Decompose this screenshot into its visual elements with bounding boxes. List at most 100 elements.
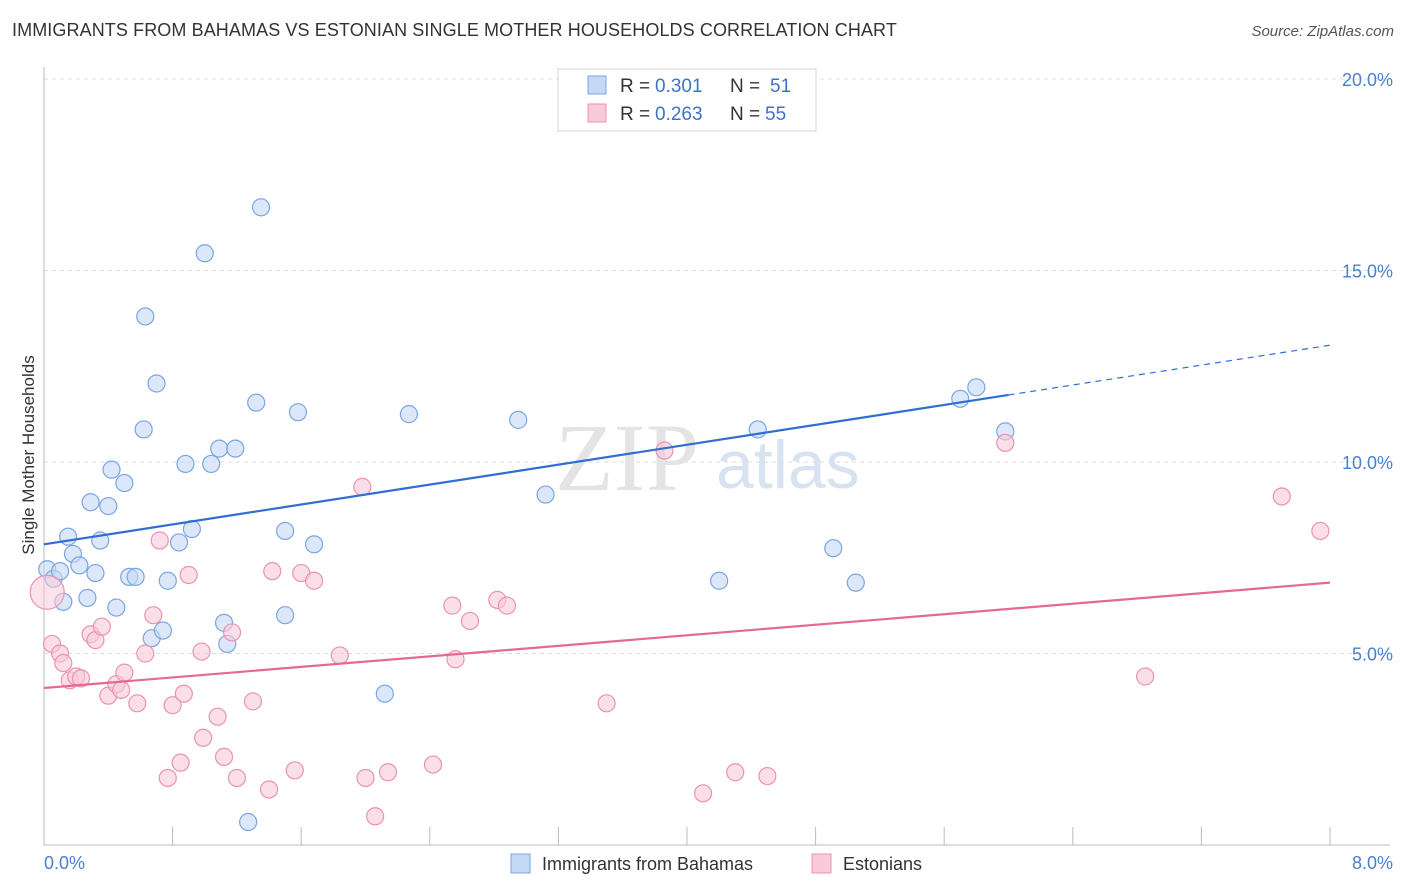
data-point-pink bbox=[54, 653, 73, 673]
data-point-pink bbox=[1311, 521, 1330, 541]
bottom-legend-swatch-blue bbox=[510, 853, 531, 874]
top-legend: R = 0.301 N = 51 R = 0.263 N = 55 bbox=[557, 68, 817, 132]
bottom-legend-label-blue: Immigrants from Bahamas bbox=[542, 854, 753, 874]
data-point-pink bbox=[758, 766, 777, 786]
trend-layer bbox=[43, 344, 1331, 690]
watermark: ZIP atlas bbox=[555, 404, 860, 511]
legend-swatch-pink bbox=[587, 103, 607, 123]
legend-n-value-pink: 55 bbox=[765, 104, 786, 125]
data-point-blue bbox=[710, 571, 729, 590]
legend-swatch-blue bbox=[587, 75, 607, 95]
data-point-blue bbox=[304, 535, 324, 554]
data-point-blue bbox=[239, 812, 258, 832]
data-point-blue bbox=[375, 684, 394, 703]
data-point-blue bbox=[288, 403, 308, 422]
legend-n-label-blue: N = bbox=[730, 76, 760, 97]
bottom-legend-swatch-pink bbox=[811, 853, 832, 874]
data-point-pink bbox=[71, 669, 91, 688]
y-tick-label: 20.0% bbox=[1342, 70, 1393, 90]
data-point-blue bbox=[136, 307, 155, 326]
data-point-pink bbox=[194, 728, 213, 747]
data-point-pink bbox=[227, 768, 246, 788]
y-tick-label: 15.0% bbox=[1342, 262, 1393, 282]
data-point-pink bbox=[356, 768, 375, 788]
data-point-pink bbox=[214, 747, 234, 767]
data-point-blue bbox=[153, 621, 173, 640]
data-point-blue bbox=[251, 198, 271, 217]
data-point-pink bbox=[115, 663, 134, 682]
data-point-pink bbox=[460, 611, 480, 631]
data-point-blue bbox=[134, 420, 153, 439]
trend-line-blue bbox=[43, 393, 1009, 546]
data-point-pink bbox=[423, 755, 443, 774]
data-point-pink bbox=[597, 694, 616, 713]
data-point-blue bbox=[247, 393, 266, 412]
data-point-pink bbox=[222, 623, 242, 642]
data-point-blue bbox=[210, 439, 229, 458]
data-point-pink bbox=[158, 768, 177, 788]
x-tick-label: 0.0% bbox=[44, 853, 85, 873]
data-point-pink bbox=[1136, 667, 1155, 686]
data-point-pink bbox=[304, 571, 324, 590]
data-point-pink bbox=[655, 441, 674, 460]
data-point-blue bbox=[99, 496, 118, 516]
data-point-pink bbox=[263, 562, 282, 581]
y-axis-title: Single Mother Households bbox=[19, 355, 38, 554]
bottom-legend: Immigrants from Bahamas Estonians bbox=[510, 853, 922, 874]
data-point-blue bbox=[147, 374, 166, 393]
data-point-blue bbox=[536, 485, 555, 504]
data-point-pink bbox=[174, 684, 193, 703]
data-point-pink bbox=[353, 477, 372, 496]
data-point-pink bbox=[144, 606, 163, 625]
data-point-blue bbox=[226, 439, 245, 458]
data-point-pink bbox=[92, 617, 111, 636]
data-point-blue bbox=[276, 521, 295, 541]
data-point-blue bbox=[169, 533, 189, 552]
data-point-pink bbox=[150, 531, 169, 550]
data-point-blue bbox=[107, 598, 126, 617]
data-point-blue bbox=[399, 405, 419, 424]
legend-r-label-pink: R = bbox=[620, 104, 650, 125]
trend-line-extension-blue bbox=[1008, 344, 1331, 396]
data-point-pink bbox=[29, 574, 65, 610]
data-point-blue bbox=[846, 573, 865, 592]
data-point-blue bbox=[102, 460, 121, 479]
data-point-blue bbox=[158, 571, 177, 590]
data-point-blue bbox=[50, 562, 70, 581]
legend-n-label-pink: N = bbox=[730, 104, 760, 125]
data-point-pink bbox=[208, 707, 227, 726]
chart-source: Source: ZipAtlas.com bbox=[1251, 23, 1394, 40]
axes-layer: 5.0% 10.0% 15.0% 20.0% 0.0% 8.0% bbox=[43, 67, 1393, 873]
data-point-pink bbox=[693, 784, 713, 803]
data-point-pink bbox=[112, 680, 131, 699]
y-tick-label: 10.0% bbox=[1342, 453, 1393, 473]
data-point-pink bbox=[443, 596, 462, 615]
legend-r-value-pink: 0.263 bbox=[655, 104, 703, 125]
chart-title: IMMIGRANTS FROM BAHAMAS VS ESTONIAN SING… bbox=[12, 20, 897, 40]
data-point-pink bbox=[330, 646, 349, 665]
legend-n-value-blue: 51 bbox=[770, 76, 791, 97]
legend-r-label-blue: R = bbox=[620, 76, 650, 97]
bottom-legend-label-pink: Estonians bbox=[843, 854, 922, 874]
data-point-pink bbox=[497, 596, 517, 615]
legend-r-value-blue: 0.301 bbox=[655, 76, 703, 97]
data-point-blue bbox=[81, 493, 100, 512]
data-point-blue bbox=[126, 567, 145, 587]
data-point-blue bbox=[967, 378, 986, 397]
data-point-blue bbox=[509, 410, 528, 429]
data-point-pink bbox=[259, 780, 279, 799]
data-point-blue bbox=[176, 454, 195, 474]
data-point-blue bbox=[276, 606, 295, 625]
data-point-pink bbox=[1272, 487, 1291, 506]
watermark-atlas: atlas bbox=[716, 427, 860, 503]
data-point-pink bbox=[192, 642, 211, 661]
data-point-blue bbox=[115, 473, 134, 493]
data-point-pink bbox=[179, 565, 198, 585]
data-point-pink bbox=[285, 761, 304, 780]
data-point-pink bbox=[136, 644, 155, 663]
data-point-pink bbox=[726, 763, 745, 782]
points-layer bbox=[29, 108, 1330, 832]
data-point-pink bbox=[128, 694, 147, 713]
